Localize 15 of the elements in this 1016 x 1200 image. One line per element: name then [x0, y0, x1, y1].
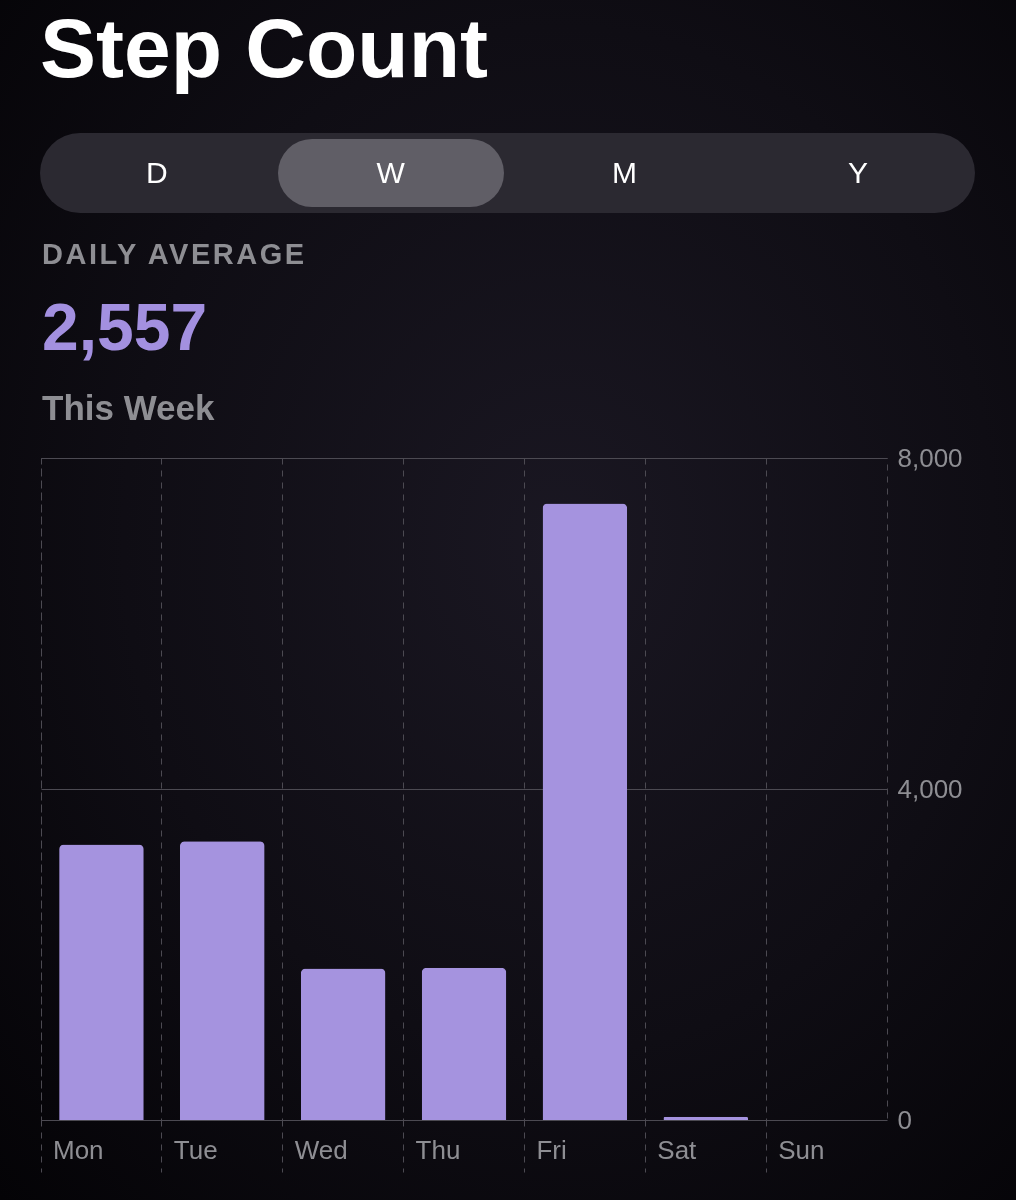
x-tick-label: Mon: [53, 1134, 104, 1165]
x-tick-label: Fri: [536, 1134, 567, 1165]
x-tick-label: Tue: [173, 1134, 218, 1165]
text: 2,557: [42, 290, 208, 366]
segmented-control: D W M Y: [40, 133, 975, 213]
y-tick-label: 8,000: [897, 442, 963, 473]
chart-title: Step Count: [40, 0, 488, 96]
x-tick-label: Sat: [657, 1134, 698, 1165]
y-tick-label: 0: [897, 1104, 912, 1135]
x-tick-label: Sun: [778, 1134, 825, 1165]
text: DAILY AVERAGE: [42, 238, 307, 272]
y-tick-label: 4,000: [897, 773, 963, 804]
x-tick-label: Thu: [415, 1134, 461, 1165]
text: This Week: [42, 388, 215, 429]
x-tick-label: Wed: [294, 1134, 348, 1165]
